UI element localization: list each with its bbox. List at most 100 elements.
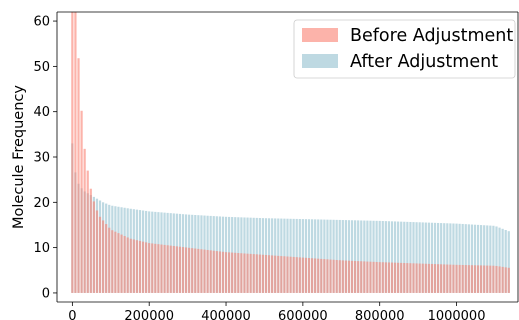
before-adjustment-bar <box>111 230 114 293</box>
before-adjustment-bar <box>292 256 295 293</box>
before-adjustment-bar <box>209 250 212 293</box>
after-adjustment-bar <box>329 219 332 293</box>
before-adjustment-bar <box>440 264 443 293</box>
after-adjustment-bar <box>320 219 323 293</box>
before-adjustment-bar <box>470 265 473 293</box>
after-adjustment-bar <box>369 220 372 293</box>
before-adjustment-bar <box>455 264 458 293</box>
after-adjustment-bar <box>375 220 378 293</box>
after-adjustment-bar <box>501 228 504 293</box>
after-adjustment-bar <box>421 222 424 293</box>
after-adjustment-bar <box>409 221 412 293</box>
after-adjustment-bar <box>464 224 467 293</box>
after-adjustment-bar <box>277 218 280 293</box>
legend: Before Adjustment After Adjustment <box>293 19 516 79</box>
after-adjustment-bar <box>283 218 286 293</box>
before-adjustment-bar <box>480 265 483 293</box>
after-adjustment-bar <box>363 220 366 293</box>
before-adjustment-bar <box>215 251 218 293</box>
after-adjustment-bar <box>372 220 375 293</box>
after-adjustment-bar <box>338 219 341 293</box>
before-adjustment-bar <box>237 253 240 293</box>
before-adjustment-bar <box>326 259 329 293</box>
before-adjustment-bar <box>188 247 191 293</box>
before-adjustment-bar <box>105 224 108 293</box>
y-tick-label: 30 <box>33 151 50 166</box>
after-adjustment-bar <box>476 224 480 293</box>
after-adjustment-bar <box>387 221 391 293</box>
before-adjustment-bar <box>483 265 486 293</box>
before-adjustment-bars <box>71 12 510 293</box>
after-adjustment-bar <box>486 225 489 293</box>
after-adjustment-bar <box>427 222 430 293</box>
after-adjustment-bar <box>443 223 446 293</box>
before-adjustment-bar <box>172 245 175 293</box>
before-adjustment-bar <box>452 264 455 293</box>
legend-swatch-before <box>302 28 338 42</box>
before-adjustment-bar <box>86 170 89 293</box>
before-adjustment-bar <box>92 201 95 293</box>
before-adjustment-bar <box>310 258 314 293</box>
before-adjustment-bar <box>314 258 317 293</box>
before-adjustment-bar <box>335 259 338 293</box>
after-adjustment-bar <box>354 220 357 293</box>
before-adjustment-bar <box>126 237 129 293</box>
before-adjustment-bar <box>369 261 372 293</box>
before-adjustment-bar <box>249 253 252 293</box>
before-adjustment-bar <box>231 252 234 293</box>
before-adjustment-bar <box>357 261 360 293</box>
before-adjustment-bar <box>504 267 507 293</box>
before-adjustment-bar <box>449 264 452 293</box>
after-adjustment-bar <box>298 219 301 293</box>
after-adjustment-bar <box>341 220 344 293</box>
after-adjustment-bar <box>378 220 381 293</box>
before-adjustment-bar <box>307 258 311 293</box>
before-adjustment-bar <box>212 250 215 293</box>
before-adjustment-bar <box>403 263 406 293</box>
before-adjustment-bar <box>381 262 384 293</box>
before-adjustment-bar <box>120 234 123 293</box>
after-adjustment-bar <box>390 221 394 293</box>
x-tick-label: 400000 <box>201 309 251 320</box>
before-adjustment-bar <box>446 264 449 293</box>
after-adjustment-bar <box>360 220 363 293</box>
before-adjustment-bar <box>151 243 154 293</box>
before-adjustment-bar <box>433 264 437 293</box>
before-adjustment-bar <box>418 263 421 293</box>
before-adjustment-bar <box>95 210 99 293</box>
after-adjustment-bar <box>310 219 314 293</box>
before-adjustment-bar <box>397 262 400 293</box>
before-adjustment-bar <box>427 263 430 293</box>
y-tick-label: 60 <box>33 15 50 30</box>
x-tick-label: 1000000 <box>428 309 486 320</box>
before-adjustment-bar <box>224 252 228 293</box>
y-axis-label: Molecule Frequency <box>11 85 27 229</box>
after-adjustment-bar <box>381 221 384 293</box>
before-adjustment-bar <box>286 256 289 293</box>
before-adjustment-bar <box>338 260 341 293</box>
before-adjustment-bar <box>424 263 427 293</box>
before-adjustment-bar <box>476 265 480 293</box>
after-adjustment-bar <box>280 218 283 293</box>
before-adjustment-bar <box>123 236 126 293</box>
y-tick-label: 10 <box>33 241 50 256</box>
after-adjustment-bar <box>467 224 470 293</box>
legend-box <box>293 19 516 79</box>
after-adjustment-bar <box>347 220 351 293</box>
before-adjustment-bar <box>228 252 231 293</box>
after-adjustment-bar <box>332 219 335 293</box>
before-adjustment-bar <box>409 263 412 293</box>
after-adjustment-bar <box>350 220 354 293</box>
before-adjustment-bar <box>83 148 86 293</box>
before-adjustment-bar <box>360 261 363 293</box>
before-adjustment-bar <box>400 262 403 293</box>
before-adjustment-bar <box>169 245 172 293</box>
before-adjustment-bar <box>203 249 206 293</box>
before-adjustment-bar <box>458 264 461 293</box>
before-adjustment-bar <box>332 259 335 293</box>
after-adjustment-bar <box>507 231 510 293</box>
before-adjustment-bar <box>350 260 354 293</box>
legend-label-after: After Adjustment <box>350 52 498 72</box>
before-adjustment-bar <box>375 261 378 293</box>
after-adjustment-bar <box>326 219 329 293</box>
